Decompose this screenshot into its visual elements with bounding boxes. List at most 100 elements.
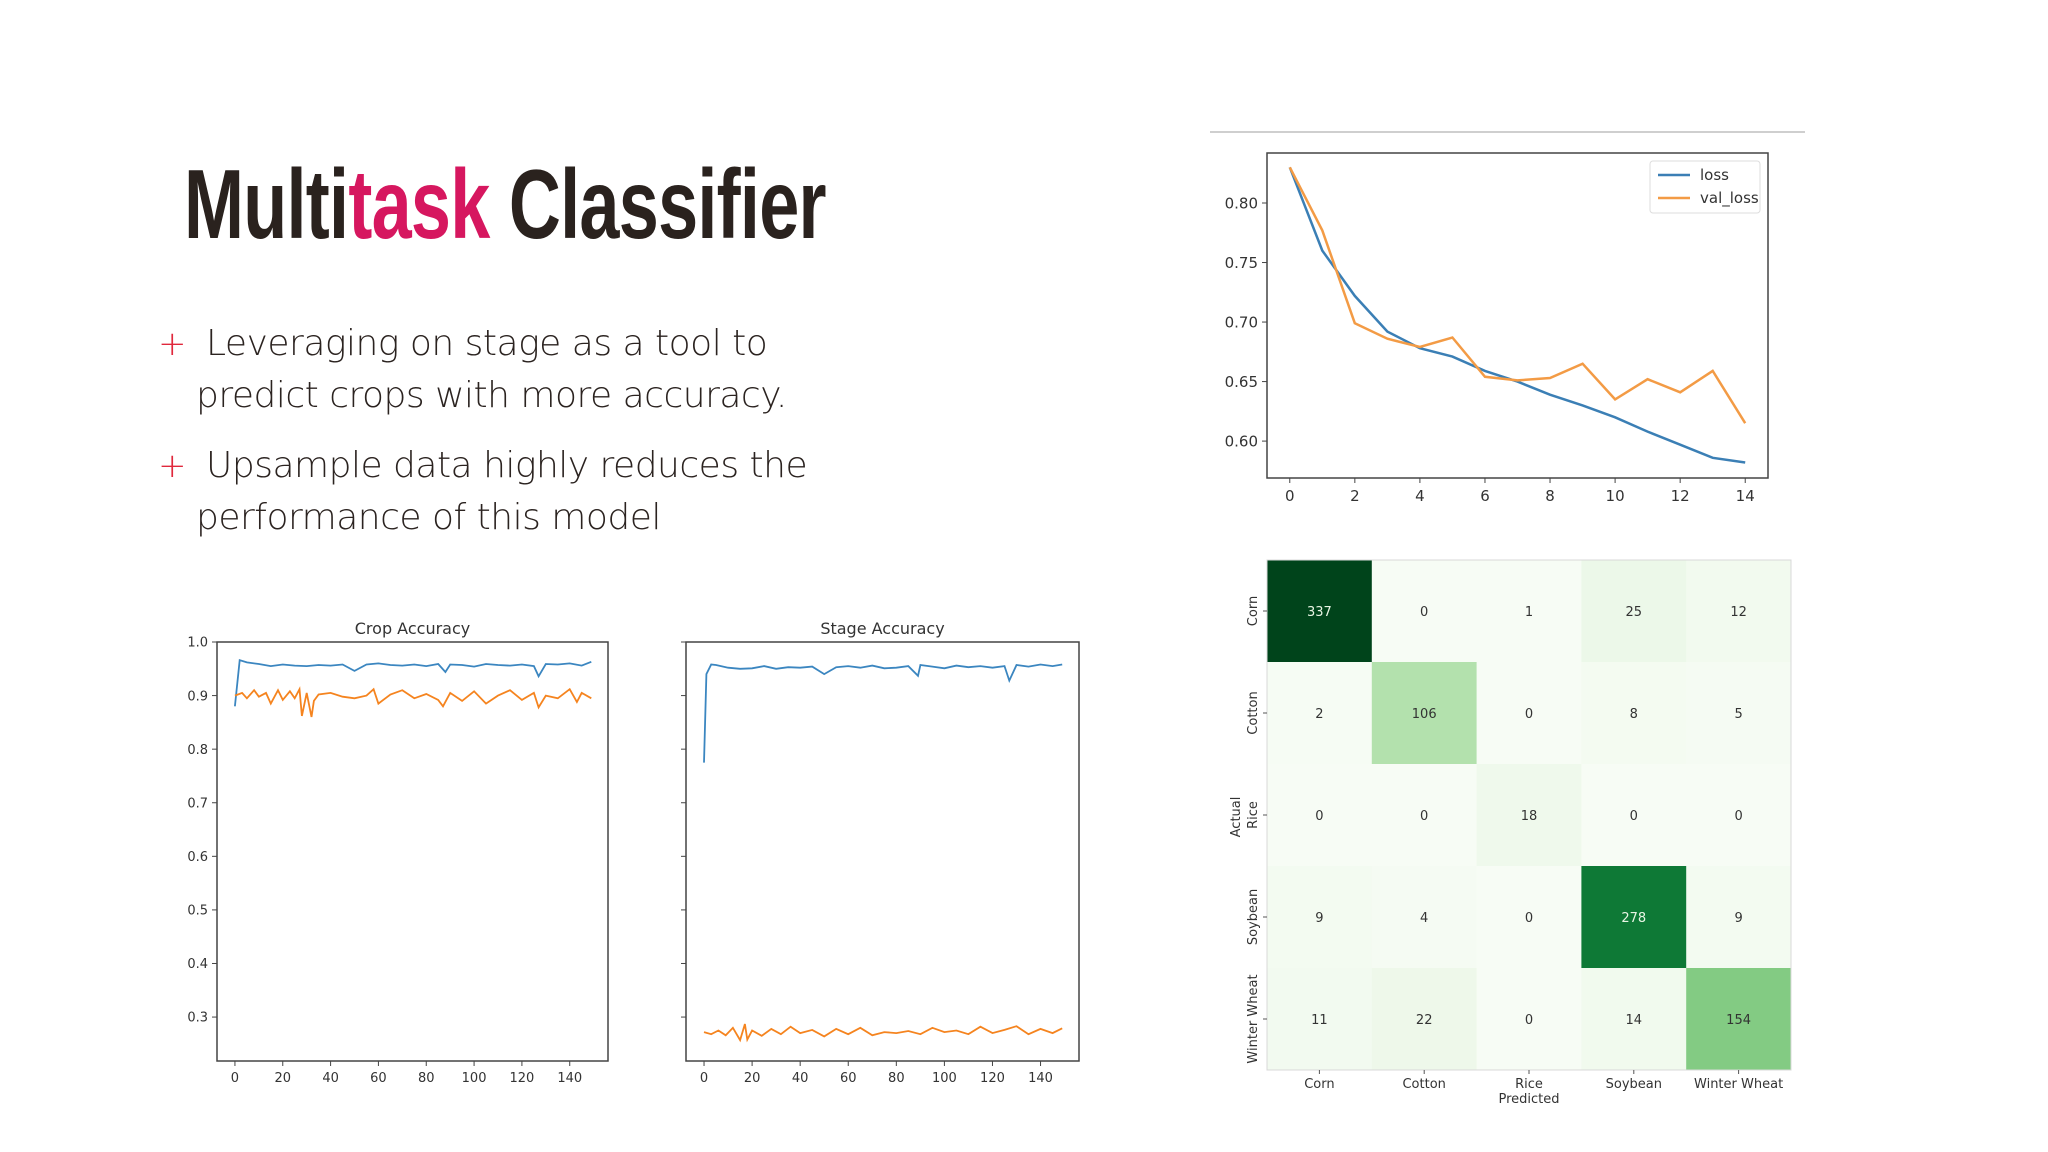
bullet-line: Leveraging on stage as a tool to (206, 323, 768, 364)
cell-value: 9 (1734, 911, 1742, 926)
cell-value: 154 (1726, 1013, 1751, 1028)
x-tick-label: 8 (1545, 487, 1555, 505)
x-tick-label: Winter Wheat (1694, 1077, 1783, 1092)
cell-value: 14 (1626, 1013, 1643, 1028)
chart-title: Stage Accuracy (820, 619, 944, 638)
plot-frame (1266, 152, 1769, 479)
x-tick-label: 20 (744, 1071, 761, 1086)
legend: loss val_loss (1649, 160, 1761, 214)
cell-value: 0 (1525, 1013, 1533, 1028)
cell-value: 22 (1416, 1013, 1433, 1028)
y-tick-label: 0.75 (1225, 254, 1258, 272)
cell-value: 0 (1420, 605, 1428, 620)
x-tick-label: 120 (980, 1071, 1005, 1086)
series-line-0 (234, 659, 592, 707)
bullet-line: predict crops with more accuracy. (196, 375, 787, 416)
y-tick-label: 0.7 (187, 796, 208, 811)
heatmap-cell (1371, 560, 1478, 663)
title-part-2: Classifier (489, 149, 827, 259)
x-tick-label: 20 (274, 1071, 291, 1086)
x-tick-label: Corn (1304, 1077, 1334, 1092)
x-tick-label: 10 (1606, 487, 1625, 505)
heatmap-cell (1267, 560, 1373, 663)
y-tick-label: 0.70 (1225, 313, 1258, 331)
y-tick-label: 0.8 (187, 743, 208, 758)
heatmap-cell (1267, 968, 1373, 1071)
bullet-line: performance of this model (196, 497, 661, 538)
heatmap-cell (1686, 764, 1792, 867)
title-part-1: Multi (184, 149, 349, 259)
heatmap-cell (1371, 866, 1478, 969)
heatmap-cell (1581, 866, 1687, 969)
x-tick-label: 140 (1028, 1071, 1053, 1086)
heatmap-cell (1371, 968, 1478, 1071)
x-tick-label: 120 (509, 1071, 534, 1086)
y-tick-label: Winter Wheat (1246, 974, 1261, 1063)
y-tick-label: Rice (1246, 801, 1261, 829)
cell-value: 5 (1734, 707, 1742, 722)
series-line-0 (703, 663, 1063, 763)
y-tick-label: Corn (1246, 596, 1261, 626)
heatmap-cell (1686, 866, 1792, 969)
x-tick-label: 14 (1736, 487, 1755, 505)
heatmap-cell (1476, 764, 1582, 867)
heatmap-cell (1581, 968, 1687, 1071)
y-tick-label: 0.3 (187, 1011, 208, 1026)
heatmap-cell (1476, 560, 1582, 663)
heatmap-cell (1686, 662, 1792, 765)
plus-icon: + (158, 324, 187, 364)
heatmap-cell (1267, 764, 1373, 867)
heatmap-cell (1267, 866, 1373, 969)
confusion-matrix: 337 0 1 25 12 2 106 0 8 5 0 0 18 0 0 9 4 0 278 9 11 22 0 14 154 C… (1229, 559, 1792, 1107)
y-tick-label: 1.0 (187, 636, 208, 651)
cell-value: 12 (1730, 605, 1747, 620)
cell-value: 1 (1525, 605, 1533, 620)
cell-value: 106 (1412, 707, 1437, 722)
y-axis-label: Actual (1229, 797, 1244, 838)
plus-icon: + (158, 446, 187, 486)
heatmap-cell (1371, 764, 1478, 867)
heatmap-cell (1581, 764, 1687, 867)
y-tick-label: 0.60 (1225, 432, 1258, 450)
heatmap-cell (1267, 662, 1373, 765)
x-tick-label: 100 (462, 1071, 487, 1086)
y-tick-label: 0.80 (1225, 194, 1258, 212)
y-tick-label: 0.6 (187, 850, 208, 865)
y-tick-label: 0.65 (1225, 373, 1258, 391)
x-tick-label: 140 (557, 1071, 582, 1086)
x-tick-label: Cotton (1402, 1077, 1445, 1092)
cell-value: 25 (1626, 605, 1643, 620)
x-axis-label: Predicted (1498, 1092, 1559, 1107)
y-tick-label: 0.9 (187, 689, 208, 704)
crop-accuracy-chart: Crop Accuracy 0 20 40 60 80 100 120 140 0.3 0.4 0.5… (187, 619, 609, 1086)
bullet-line: Upsample data highly reduces the (206, 445, 808, 486)
series-line-val_loss (1288, 166, 1747, 424)
heatmap-cell (1686, 968, 1792, 1071)
cell-value: 0 (1525, 911, 1533, 926)
y-tick-label: Soybean (1246, 889, 1261, 945)
x-tick-label: 40 (792, 1071, 809, 1086)
y-tick-label: Cotton (1246, 691, 1261, 734)
x-tick-label: 0 (1285, 487, 1295, 505)
y-tick-label: 0.4 (187, 957, 208, 972)
cell-value: 0 (1315, 809, 1323, 824)
x-tick-label: 80 (418, 1071, 435, 1086)
plot-frame (216, 641, 609, 1062)
cell-value: 0 (1734, 809, 1742, 824)
series-line-1 (703, 1023, 1063, 1043)
x-tick-label: 80 (888, 1071, 905, 1086)
cell-value: 4 (1420, 911, 1428, 926)
heatmap-cell (1476, 662, 1582, 765)
x-tick-label: 60 (840, 1071, 857, 1086)
x-tick-label: Rice (1515, 1077, 1543, 1092)
cell-value: 8 (1630, 707, 1638, 722)
legend-label: loss (1700, 166, 1729, 184)
cell-value: 11 (1311, 1013, 1328, 1028)
plot-frame (685, 641, 1080, 1062)
loss-chart: 0 2 4 6 8 10 12 14 0.60 0.65 0.70 0.75 0.80 loss val_l… (1225, 152, 1769, 505)
cell-value: 278 (1621, 911, 1646, 926)
cell-value: 0 (1525, 707, 1533, 722)
chart-title: Crop Accuracy (355, 619, 470, 638)
heatmap-cell (1476, 866, 1582, 969)
